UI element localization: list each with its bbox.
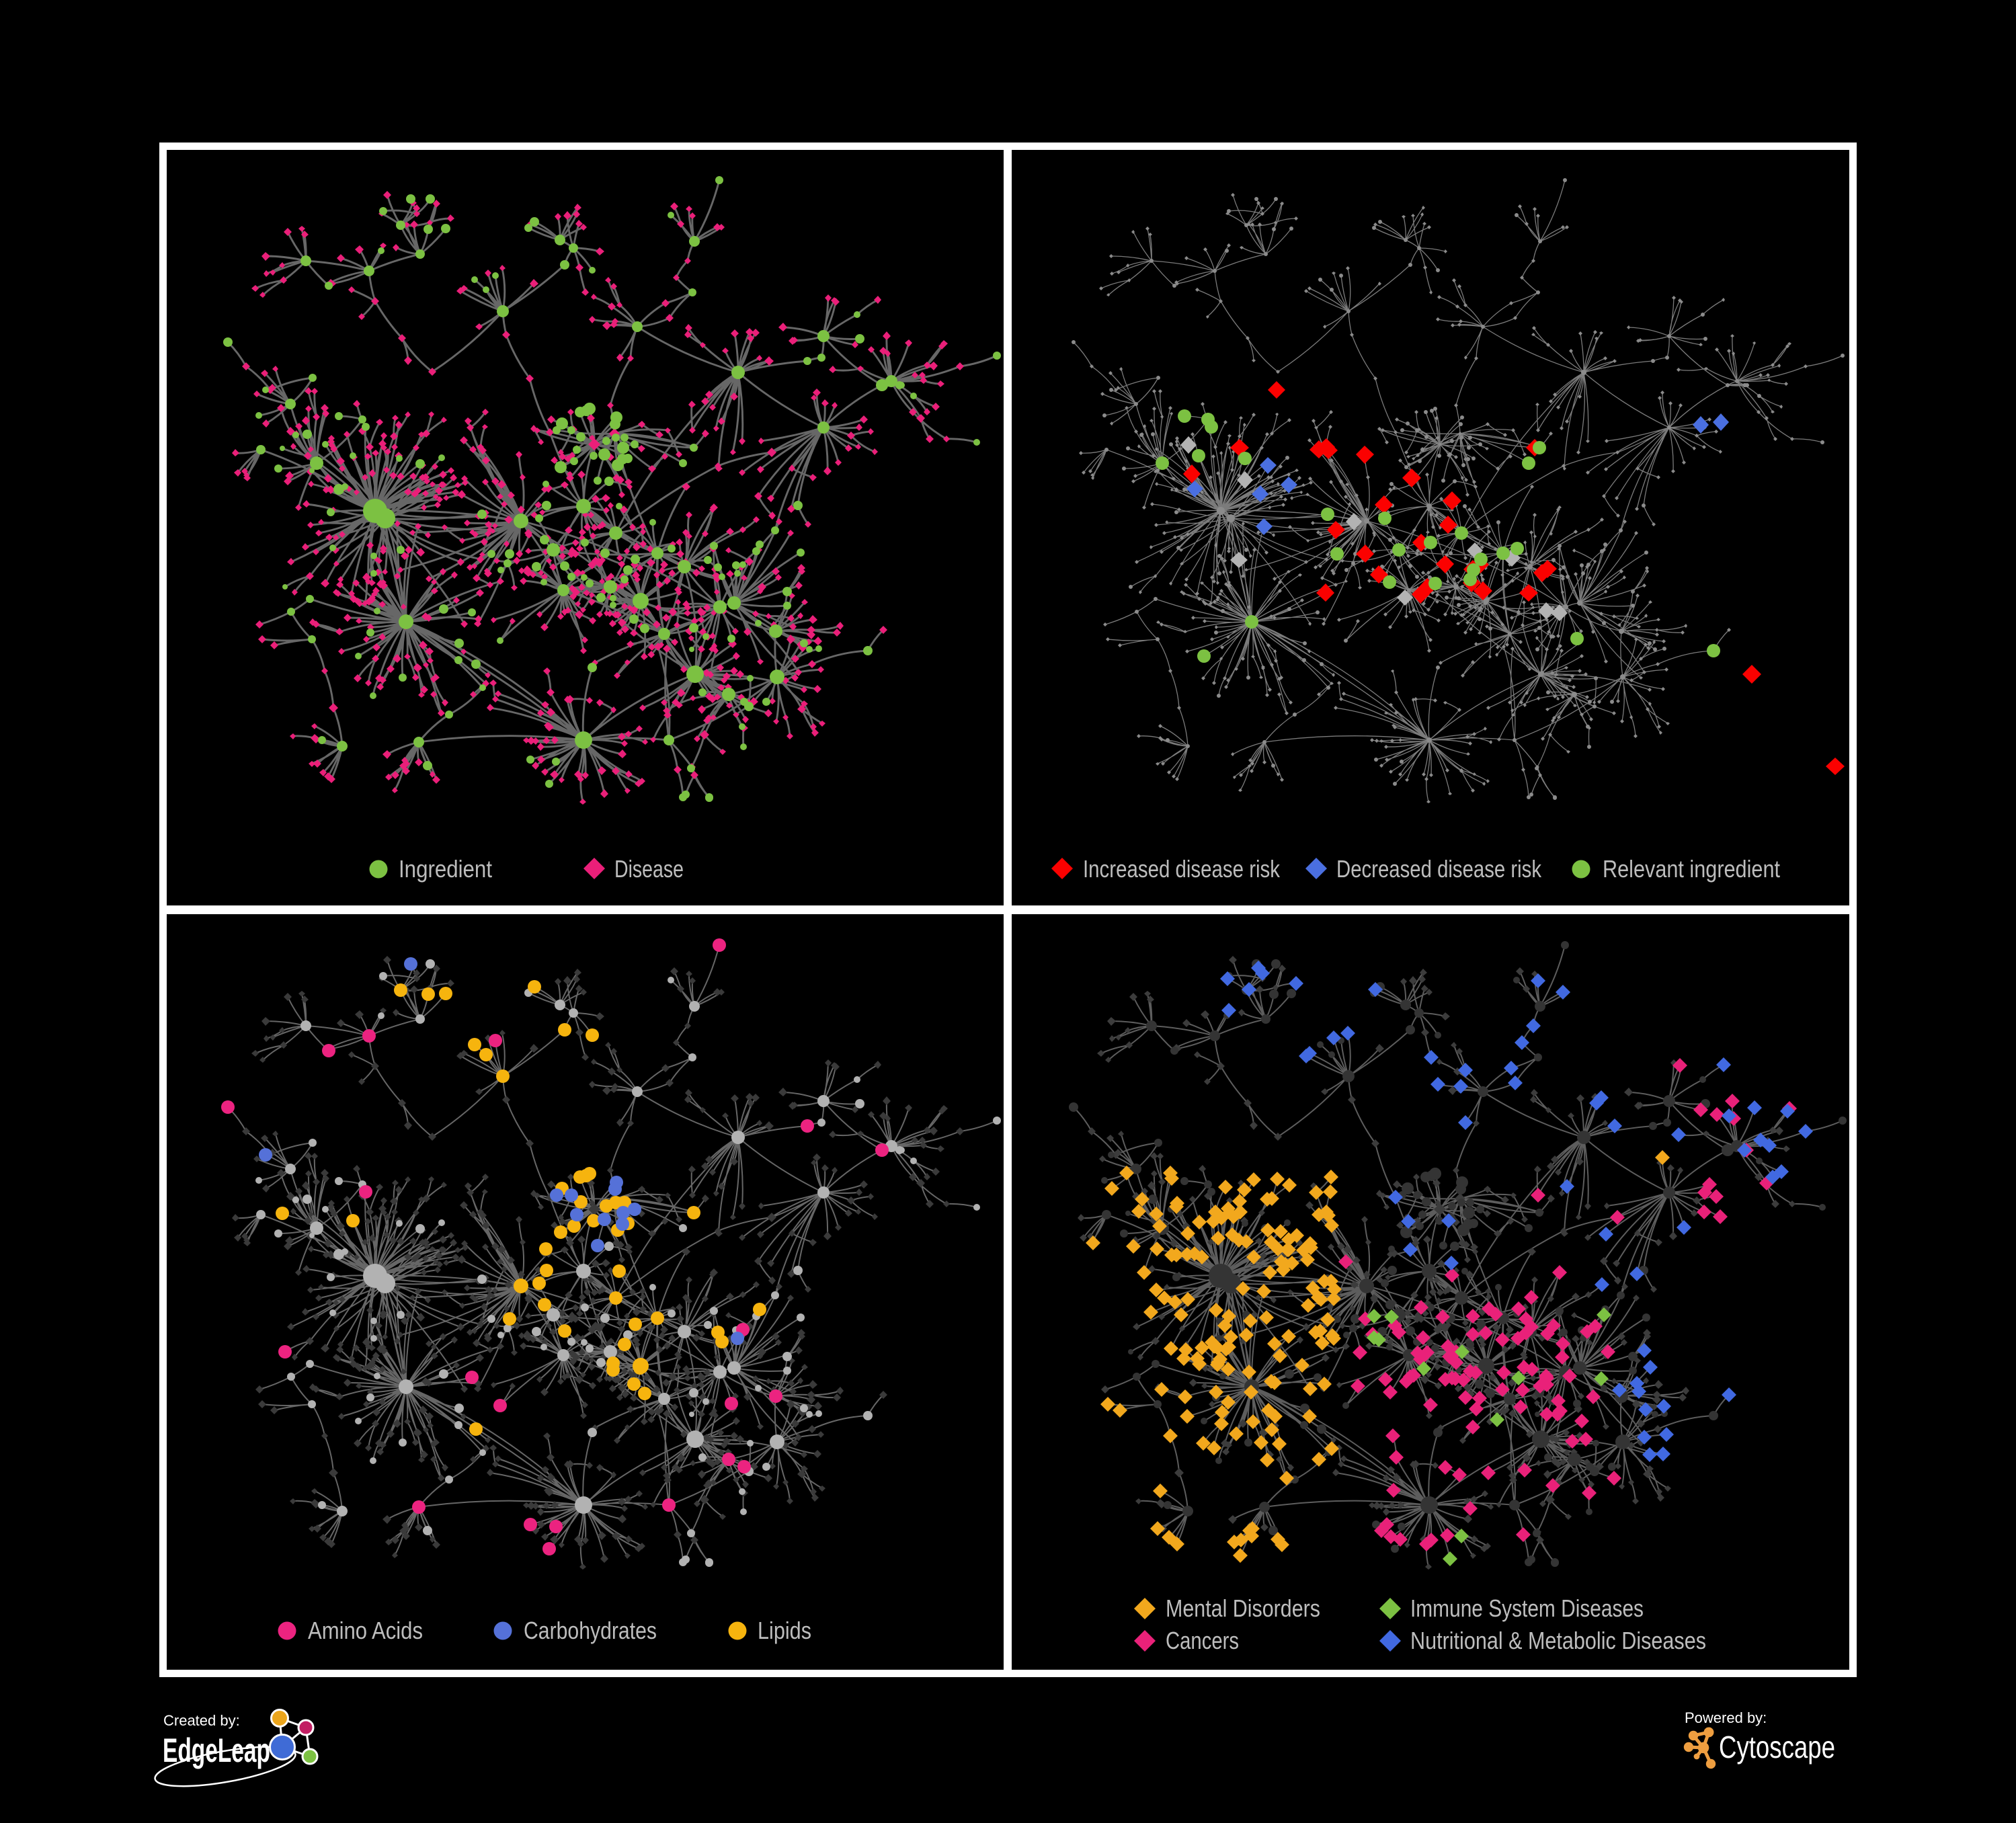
svg-text:Immune System Diseases: Immune System Diseases (1410, 1594, 1644, 1622)
svg-text:Cancers: Cancers (1166, 1627, 1239, 1654)
svg-text:Amino Acids: Amino Acids (308, 1617, 423, 1644)
svg-text:Ingredient: Ingredient (399, 855, 492, 883)
svg-text:Decreased disease risk: Decreased disease risk (1336, 855, 1542, 883)
svg-text:Carbohydrates: Carbohydrates (524, 1617, 657, 1644)
svg-text:Created by:: Created by: (163, 1712, 240, 1729)
svg-text:Lipids: Lipids (758, 1617, 811, 1644)
svg-text:Nutritional & Metabolic Diseas: Nutritional & Metabolic Diseases (1410, 1627, 1706, 1654)
svg-text:Cytoscape: Cytoscape (1719, 1730, 1835, 1765)
svg-text:Increased disease risk: Increased disease risk (1083, 855, 1281, 883)
svg-text:Mental Disorders: Mental Disorders (1166, 1594, 1320, 1622)
svg-text:Powered by:: Powered by: (1685, 1709, 1767, 1726)
svg-text:Disease: Disease (614, 855, 684, 883)
svg-text:EdgeLeap: EdgeLeap (163, 1732, 270, 1769)
svg-text:Relevant ingredient: Relevant ingredient (1603, 855, 1780, 883)
